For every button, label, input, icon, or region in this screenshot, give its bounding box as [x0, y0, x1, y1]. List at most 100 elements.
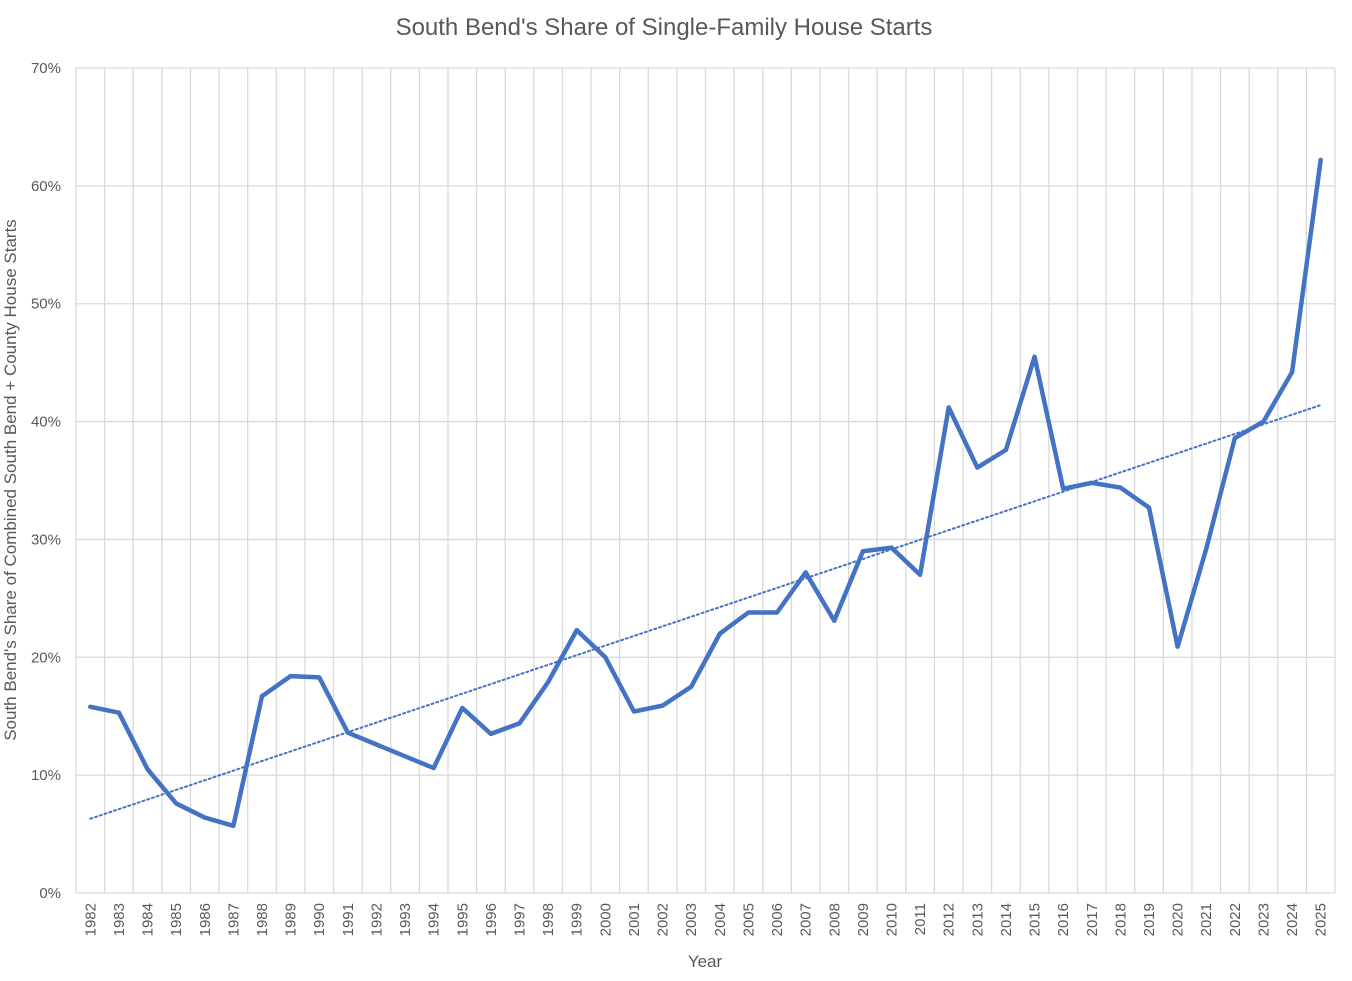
y-tick-label: 50%: [31, 296, 61, 313]
grid: [75, 67, 1336, 894]
data-point: [689, 684, 694, 689]
x-tick-label: 2012: [941, 903, 958, 936]
data-point: [1118, 485, 1123, 490]
x-tick-label: 1997: [512, 903, 529, 936]
x-axis-ticks: 1982 1983 1984 1985 1986 1987 1988 1989 1990 1991…: [82, 903, 1329, 936]
x-axis-title: Year: [688, 952, 723, 971]
x-tick-label: 1985: [168, 903, 185, 936]
data-point: [1204, 546, 1209, 551]
x-tick-label: 2024: [1284, 903, 1301, 936]
data-point: [603, 655, 608, 660]
y-tick-label: 0%: [39, 885, 61, 902]
data-point: [1003, 447, 1008, 452]
x-tick-label: 1990: [311, 903, 328, 936]
x-tick-label: 2007: [798, 903, 815, 936]
data-point: [717, 631, 722, 636]
data-point: [231, 823, 236, 828]
x-tick-label: 2020: [1170, 903, 1187, 936]
data-point: [374, 742, 379, 747]
data-point: [918, 572, 923, 577]
series-layer: [88, 157, 1323, 829]
x-tick-label: 2008: [826, 903, 843, 936]
data-point: [1318, 157, 1323, 162]
data-point: [317, 675, 322, 680]
data-point: [460, 705, 465, 710]
x-tick-label: 1993: [397, 903, 414, 936]
data-point: [746, 610, 751, 615]
data-point: [775, 610, 780, 615]
x-tick-label: 1991: [340, 903, 357, 936]
x-tick-label: 2014: [998, 903, 1015, 936]
x-tick-label: 2006: [769, 903, 786, 936]
y-axis-ticks: 0% 10% 20% 30% 40% 50% 60% 70%: [31, 60, 61, 902]
data-point: [116, 710, 121, 715]
y-tick-label: 30%: [31, 531, 61, 548]
y-tick-label: 20%: [31, 649, 61, 666]
x-tick-label: 2025: [1313, 903, 1330, 936]
data-point: [1175, 644, 1180, 649]
y-tick-label: 10%: [31, 767, 61, 784]
x-tick-label: 1995: [454, 903, 471, 936]
x-tick-label: 1986: [197, 903, 214, 936]
x-tick-label: 2011: [912, 903, 929, 935]
data-point: [202, 815, 207, 820]
x-tick-label: 1998: [540, 903, 557, 936]
data-point: [975, 465, 980, 470]
y-tick-label: 60%: [31, 178, 61, 195]
data-point: [288, 674, 293, 679]
linear-trendline: [89, 404, 1322, 820]
data-point: [832, 618, 837, 623]
y-axis-title: South Bend's Share of Combined South Ben…: [1, 219, 20, 741]
data-point: [660, 703, 665, 708]
x-tick-label: 1984: [140, 903, 157, 936]
data-point: [574, 628, 579, 633]
x-tick-label: 2013: [969, 903, 986, 936]
data-point: [1147, 505, 1152, 510]
x-tick-label: 1982: [82, 903, 99, 936]
x-tick-label: 1992: [368, 903, 385, 936]
x-tick-label: 1996: [483, 903, 500, 936]
data-point: [631, 709, 636, 714]
chart-title: South Bend's Share of Single-Family Hous…: [396, 14, 933, 41]
data-point: [1061, 486, 1066, 491]
data-point: [517, 721, 522, 726]
data-point: [946, 405, 951, 410]
data-point: [1290, 370, 1295, 375]
x-tick-label: 2015: [1027, 903, 1044, 936]
x-tick-label: 2009: [855, 903, 872, 936]
x-tick-label: 1983: [111, 903, 128, 936]
x-tick-label: 2022: [1227, 903, 1244, 936]
y-tick-label: 70%: [31, 60, 61, 77]
data-point: [889, 545, 894, 550]
x-tick-label: 2017: [1084, 903, 1101, 936]
x-tick-label: 2019: [1141, 903, 1158, 936]
data-point: [1261, 419, 1266, 424]
series-line: [88, 157, 1323, 829]
x-tick-label: 1989: [283, 903, 300, 936]
x-tick-label: 1988: [254, 903, 271, 936]
x-tick-label: 2005: [740, 903, 757, 936]
x-tick-label: 1994: [426, 903, 443, 936]
data-point: [803, 570, 808, 575]
x-tick-label: 2002: [655, 903, 672, 936]
trendline-layer: [89, 404, 1322, 820]
y-tick-label: 40%: [31, 414, 61, 431]
x-tick-label: 2010: [883, 903, 900, 936]
x-tick-label: 2001: [626, 903, 643, 936]
x-tick-label: 2000: [597, 903, 614, 936]
data-point: [860, 549, 865, 554]
data-point: [345, 730, 350, 735]
data-point: [1032, 354, 1037, 359]
x-tick-label: 2004: [712, 903, 729, 936]
data-point: [145, 767, 150, 772]
x-tick-label: 1999: [569, 903, 586, 936]
data-point: [174, 801, 179, 806]
x-tick-label: 2023: [1255, 903, 1272, 936]
data-point: [1232, 436, 1237, 441]
x-tick-label: 2021: [1198, 903, 1215, 936]
data-point: [259, 694, 264, 699]
data-point: [88, 704, 93, 709]
data-point: [546, 680, 551, 685]
